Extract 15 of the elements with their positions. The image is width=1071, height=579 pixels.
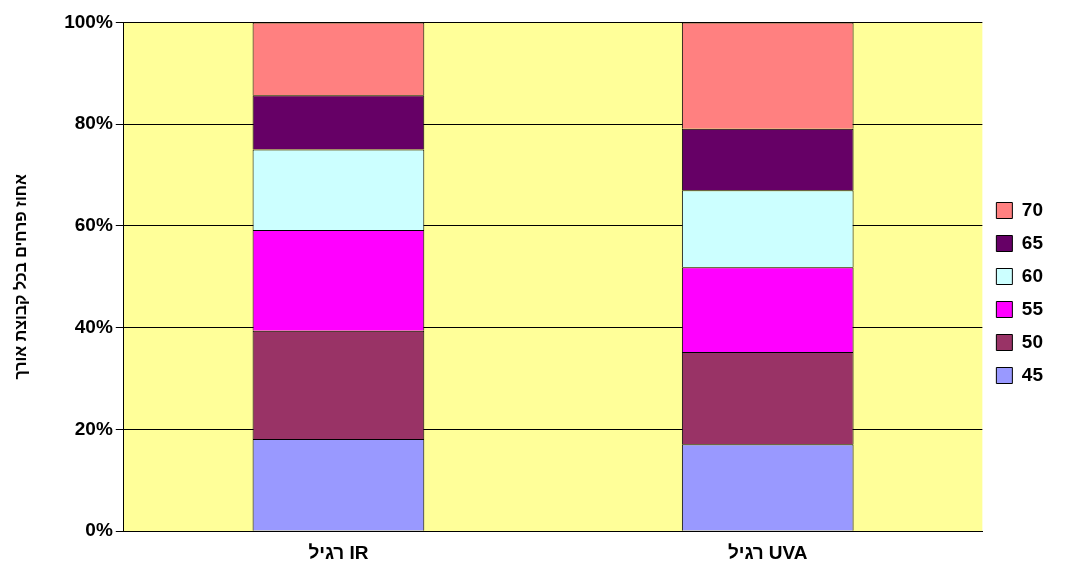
legend-label: 55 xyxy=(1021,297,1044,319)
x-tick-label: רגיל IR xyxy=(308,541,369,563)
legend-label: 45 xyxy=(1021,363,1044,385)
x-tick-label: רגיל UVA xyxy=(727,541,808,563)
y-tick-label: 60% xyxy=(74,214,113,236)
legend-label: 50 xyxy=(1021,330,1044,352)
y-tick-label: 0% xyxy=(85,519,113,541)
y-tick-label: 20% xyxy=(74,417,113,439)
y-tick-label: 100% xyxy=(64,10,113,32)
legend-label: 70 xyxy=(1021,198,1044,220)
y-tick-label: 80% xyxy=(74,112,113,134)
y-axis-title: אחוז פרחים בכל קבוצת אורך xyxy=(12,174,30,380)
legend-label: 60 xyxy=(1021,264,1044,286)
y-tick-label: 40% xyxy=(74,315,113,337)
legend-label: 65 xyxy=(1021,231,1044,253)
